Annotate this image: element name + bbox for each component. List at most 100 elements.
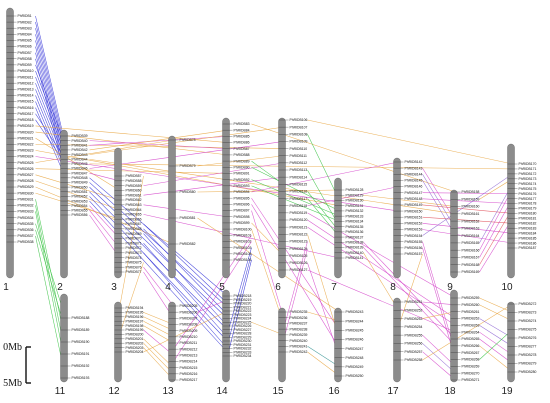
synteny-link [479,198,513,258]
gene-label: PhRIDB108 [290,132,308,136]
gene-label: PhRIDB5 [18,39,32,43]
gene-label: PhRIDB187 [519,246,537,250]
chromosome-bar-1 [6,7,14,279]
synteny-link [143,162,284,186]
gene-label: PhRIDB26 [18,167,34,171]
gene-label: PhRIDB206 [180,310,198,314]
gene-label: PhRIDB199 [126,328,144,332]
gene-label: PhRIDB178 [519,202,537,206]
gene-label: PhRIDB229 [234,335,252,339]
chromosome-9: 9 PhRIDB158 PhRIDB159 PhRIDB160 PhRIDB161 PhR… [447,189,480,293]
synteny-link [422,198,513,204]
synteny-link [173,235,252,350]
gene-label: PhRIDB58 [126,179,142,183]
gene-label: PhRIDB2 [18,20,32,24]
gene-label: PhRIDB124 [290,247,308,251]
synteny-link [143,233,228,327]
chromosome-3: 3PhRIDB57PhRIDB58PhRIDB59PhRIDB60PhRIDB6… [111,147,142,293]
synteny-link [422,192,513,194]
gene-label: PhRIDB151 [405,215,423,219]
chromosome-17: 17 PhRIDB251 PhRIDB252 PhRIDB253 PhRIDB254 Ph… [387,297,423,397]
gene-label: PhRIDB43 [72,153,88,157]
synteny-link [35,143,284,149]
gene-label: PhRIDB80 [180,190,196,194]
gene-label: PhRIDB233 [234,350,252,354]
synteny-link [307,198,340,238]
chromosome-bar-13 [168,301,176,383]
chromosome-number: 13 [162,386,174,397]
synteny-link [251,161,399,193]
gene-label: PhRIDB50 [72,185,88,189]
synteny-link [143,176,284,196]
synteny-link [307,186,399,206]
gene-label: PhRIDB72 [126,246,142,250]
gene-label: PhRIDB132 [346,209,364,213]
gene-label: PhRIDB3 [18,26,32,30]
synteny-link [35,174,120,201]
gene-label: PhRIDB114 [290,175,308,179]
synteny-link [422,173,513,236]
chromosome-2: 2PhRIDB39PhRIDB40PhRIDB41PhRIDB42PhRIDB4… [57,129,88,293]
synteny-link [307,169,340,227]
gene-label: PhRIDB51 [72,190,88,194]
gene-label: PhRIDB37 [18,234,34,238]
gene-label: PhRIDB85 [234,135,250,139]
synteny-link [35,156,399,212]
gene-label: PhRIDB77 [126,270,142,274]
gene-label: PhRIDB139 [346,246,364,250]
gene-label: PhRIDB219 [234,298,252,302]
synteny-link [35,137,120,191]
gene-label: PhRIDB222 [234,309,252,313]
gene-label: PhRIDB98 [234,215,250,219]
gene-label: PhRIDB240 [290,339,308,343]
gene-label: PhRIDB253 [405,317,423,321]
gene-label: PhRIDB273 [519,311,537,315]
gene-label: PhRIDB66 [126,217,142,221]
gene-label: PhRIDB87 [234,147,250,151]
chromosome-number: 5 [219,282,225,293]
gene-label: PhRIDB113 [290,168,308,172]
gene-label: PhRIDB265 [462,337,480,341]
chromosome-bar-16 [334,307,342,383]
gene-label: PhRIDB15 [18,100,34,104]
synteny-link [89,177,228,297]
gene-label: PhRIDB251 [405,300,423,304]
synteny-link [283,241,308,330]
gene-label: PhRIDB210 [180,335,198,339]
synteny-link [143,223,228,304]
gene-label: PhRIDB208 [180,323,198,327]
gene-label: PhRIDB247 [346,347,364,351]
gene-label: PhRIDB223 [234,313,252,317]
synteny-link [89,141,284,169]
gene-label: PhRIDB225 [234,320,252,324]
gene-label: PhRIDB17 [18,112,34,116]
synteny-link [227,259,252,357]
gene-label: PhRIDB107 [290,125,308,129]
gene-label: PhRIDB20 [18,130,34,134]
gene-label: PhRIDB158 [462,190,480,194]
gene-label: PhRIDB81 [180,216,196,220]
gene-label: PhRIDB164 [462,234,480,238]
gene-label: PhRIDB55 [72,209,88,213]
gene-label: PhRIDB65 [126,213,142,217]
gene-label: PhRIDB116 [290,190,308,194]
gene-label: PhRIDB277 [519,345,537,349]
chromosome-bar-10 [507,143,515,279]
gene-label: PhRIDB69 [126,232,142,236]
gene-label: PhRIDB64 [126,208,142,212]
gene-label: PhRIDB257 [405,350,423,354]
gene-label: PhRIDB18 [18,118,34,122]
gene-label: PhRIDB140 [346,251,364,255]
chromosome-bar-8 [393,157,401,279]
gene-label: PhRIDB34 [18,216,34,220]
gene-label: PhRIDB123 [290,240,308,244]
gene-label: PhRIDB74 [126,256,142,260]
gene-label: PhRIDB100 [234,227,252,231]
synteny-link [363,242,456,340]
gene-label: PhRIDB106 [290,118,308,122]
synteny-link [35,139,174,163]
chromosome-12: 12PhRIDB194PhRIDB195PhRIDB196PhRIDB197Ph… [108,301,144,397]
chromosome-bar-14 [222,289,230,383]
gene-label: PhRIDB171 [519,167,537,171]
